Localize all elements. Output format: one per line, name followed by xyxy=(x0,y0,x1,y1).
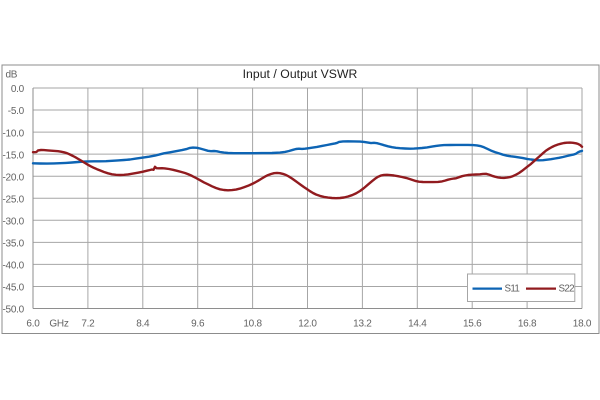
svg-text:0.0: 0.0 xyxy=(11,84,25,95)
svg-text:12.0: 12.0 xyxy=(298,318,317,329)
svg-text:Input / Output VSWR: Input / Output VSWR xyxy=(243,67,358,81)
svg-text:-25.0: -25.0 xyxy=(2,194,24,205)
svg-text:14.4: 14.4 xyxy=(408,318,427,329)
svg-text:8.4: 8.4 xyxy=(136,318,150,329)
svg-text:9.6: 9.6 xyxy=(191,318,205,329)
svg-text:-50.0: -50.0 xyxy=(2,305,24,316)
svg-text:13.2: 13.2 xyxy=(353,318,372,329)
svg-text:-10.0: -10.0 xyxy=(2,128,24,139)
svg-text:S22: S22 xyxy=(559,284,575,295)
svg-text:18.0: 18.0 xyxy=(573,318,592,329)
svg-text:-20.0: -20.0 xyxy=(2,172,24,183)
svg-text:10.8: 10.8 xyxy=(243,318,262,329)
svg-text:-45.0: -45.0 xyxy=(2,283,24,294)
svg-text:dB: dB xyxy=(6,70,18,81)
svg-text:-5.0: -5.0 xyxy=(8,106,25,117)
svg-text:-40.0: -40.0 xyxy=(2,261,24,272)
svg-text:15.6: 15.6 xyxy=(463,318,482,329)
svg-text:-35.0: -35.0 xyxy=(2,239,24,250)
svg-text:S11: S11 xyxy=(505,284,520,295)
svg-text:7.2: 7.2 xyxy=(81,318,95,329)
svg-text:GHz: GHz xyxy=(49,318,69,329)
svg-text:-30.0: -30.0 xyxy=(2,217,24,228)
svg-text:16.8: 16.8 xyxy=(518,318,537,329)
svg-text:-15.0: -15.0 xyxy=(2,150,24,161)
svg-text:6.0: 6.0 xyxy=(26,318,40,329)
